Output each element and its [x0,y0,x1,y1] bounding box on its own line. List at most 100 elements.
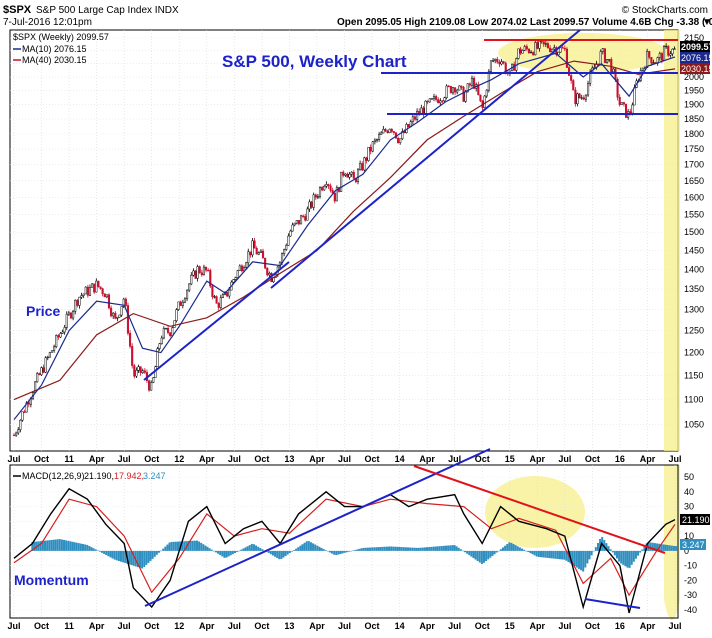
macd-histogram-bar [379,546,382,551]
macd-histogram-bar [594,547,597,551]
price-bar-body [416,110,419,120]
macd-hist-badge [680,539,706,550]
price-bar-body [540,40,543,43]
legend-ma40: MA(40) 2030.15 [22,55,87,65]
macd-histogram-bar [233,550,236,554]
price-bar-body [477,84,480,96]
price-bar-body [110,307,113,317]
price-bar [540,40,543,44]
price-bar-body [437,99,440,104]
price-bar-body [103,293,106,298]
price-bar [169,332,172,338]
macd-histogram-bar [41,540,44,551]
price-bar-body [551,48,554,53]
price-bar-body [384,128,387,132]
price-bar [546,41,549,49]
price-bar [359,160,362,171]
macd-histogram-bar [255,545,258,551]
macd-histogram-bar [303,542,306,551]
macd-histogram-bar [335,550,338,556]
price-bar-body [344,173,347,176]
price-bar-body [605,59,609,63]
price-bar [451,86,455,95]
price-bar [55,334,58,349]
price-bar-body [302,215,305,217]
price-bar [445,84,448,100]
macd-histogram-bar [554,550,557,559]
price-bar-body [331,190,334,194]
price-bar-body [150,382,153,391]
macd-histogram-bar [611,550,614,553]
price-bar [327,183,330,189]
price-bar-body [325,184,328,187]
price-bar [454,87,457,96]
price-bar-body [413,116,417,120]
macd-x-tick-12: Jul [338,621,351,631]
price-bar-body [443,97,446,102]
price-bar-body [494,58,497,61]
price-bar [67,310,70,317]
price-bar-body [253,240,256,249]
macd-histogram-bar [675,546,678,551]
price-bar [565,47,568,69]
price-bar [479,94,482,103]
price-bar [38,372,41,376]
price-bar [544,41,547,48]
macd-histogram-bar [39,541,42,551]
price-tick-1500: 1500 [684,227,704,237]
macd-histogram-bar [208,548,211,551]
price-bar-body [407,124,410,128]
price-bar-body [312,194,315,208]
price-bar [439,98,442,106]
price-bar-body [88,287,92,296]
price-tick-1750: 1750 [684,144,704,154]
price-bar [213,294,216,299]
macd-histogram-bar [508,542,511,551]
price-bar-body [148,380,151,391]
price-bar [253,237,256,249]
macd-histogram-bar [493,550,496,555]
price-tick-1650: 1650 [684,176,704,186]
macd-histogram-bar [206,546,209,551]
price-bar [259,249,262,254]
price-bar-body [162,328,165,339]
macd-histogram-bar [516,546,519,551]
price-bar-body [65,313,68,328]
price-bar [196,264,199,282]
last-price-value: 2099.57 [681,42,712,52]
macd-histogram-bar [124,550,127,564]
price-bar-body [69,312,73,319]
macd-histogram-bar [65,540,68,551]
price-bar-body [289,230,292,237]
macd-histogram-bar [236,550,239,552]
x-tick-24: Jul [668,454,681,464]
price-bar-body [67,312,70,315]
momentum-label: Momentum [14,572,89,588]
price-tick-1950: 1950 [684,86,704,96]
macd-histogram-bar [172,541,175,551]
price-bar-body [392,131,395,133]
macd-histogram-bar [464,550,467,553]
price-bar-body [359,163,362,171]
macd-tick-10: 10 [684,531,694,541]
price-bar [131,343,134,369]
price-bar-body [257,252,260,255]
price-bar [198,265,201,274]
price-bar-body [50,350,54,353]
price-bar [601,47,604,55]
price-bar [141,368,144,374]
price-bar-body [584,94,587,100]
price-bar [177,301,180,311]
macd-histogram-bar [103,550,106,554]
price-bar-body [61,331,64,334]
price-bar-body [215,296,218,304]
macd-histogram-bar [607,546,610,551]
price-bar-body [574,89,577,105]
x-tick-13: Oct [365,454,380,464]
price-bar-body [219,297,222,308]
macd-histogram-bar [86,544,89,551]
price-bar [329,183,332,193]
price-bar [88,284,92,297]
price-bar-body [485,89,488,97]
x-tick-14: 14 [395,454,405,464]
